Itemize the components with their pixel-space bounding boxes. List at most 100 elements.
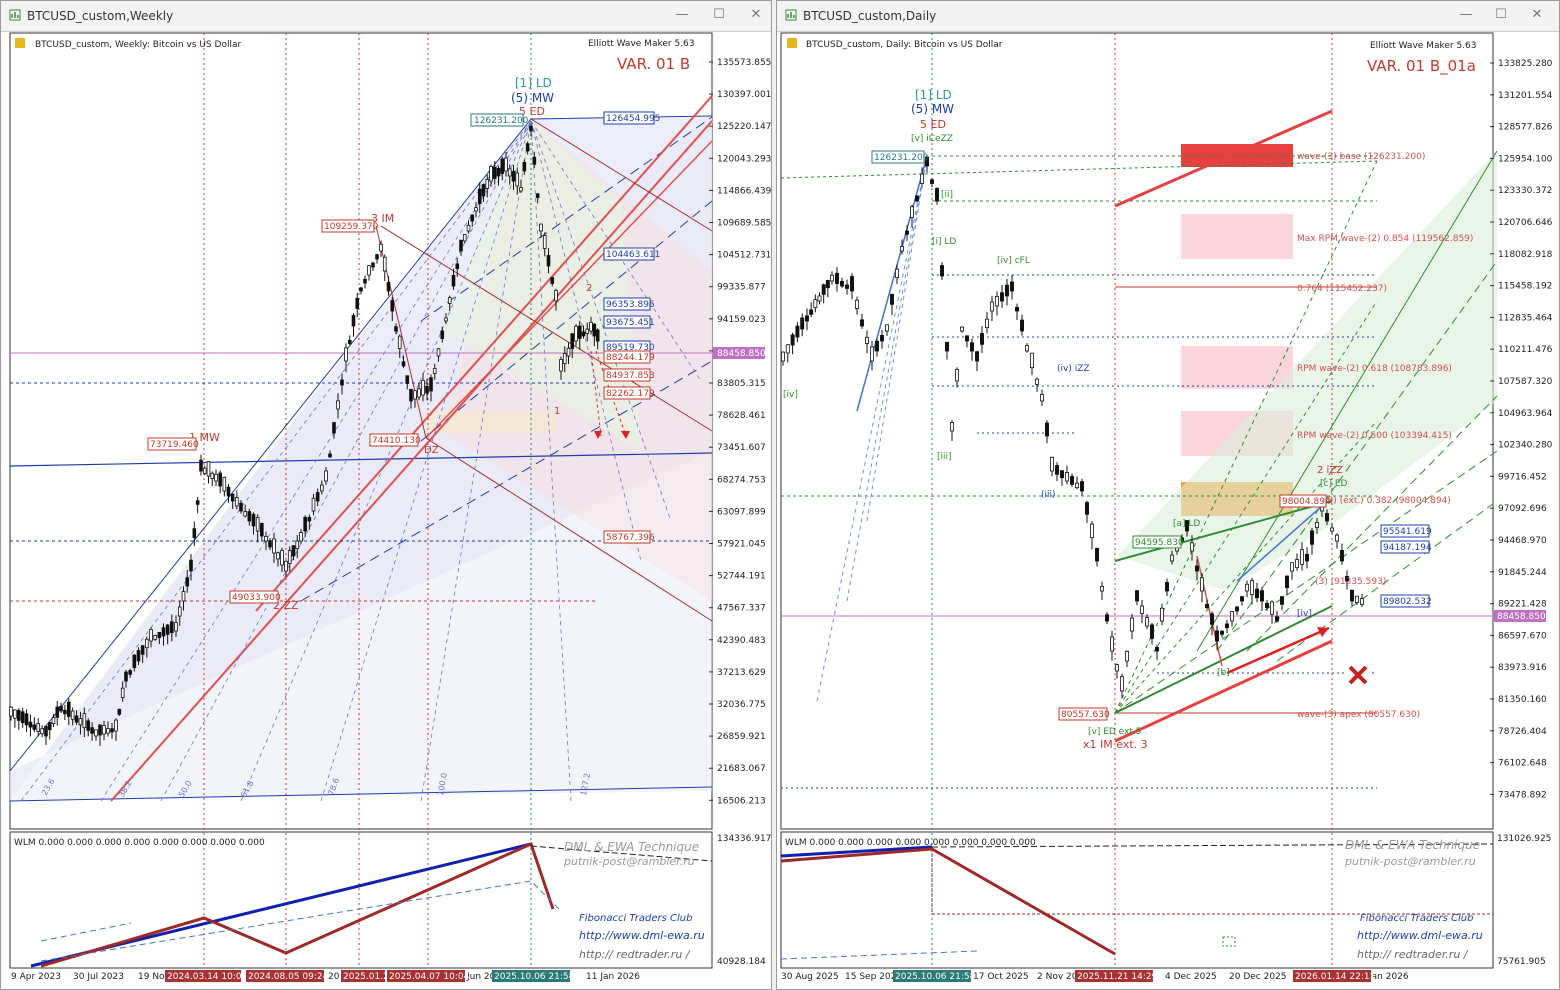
wave-label-3im: 3 IM <box>371 212 394 225</box>
title-bar[interactable]: BTCUSD_custom,Weekly — ☐ ✕ <box>1 1 771 32</box>
candle-body <box>324 470 328 482</box>
candle-body <box>840 280 844 287</box>
wave-label-5mw: (5) MW <box>511 91 554 105</box>
candle-body <box>800 317 805 330</box>
candle-body <box>489 165 493 182</box>
candle-body <box>1190 542 1194 552</box>
candle-body <box>1170 554 1174 562</box>
title-bar[interactable]: BTCUSD_custom,Daily — ☐ ✕ <box>777 1 1559 32</box>
candle-body <box>421 380 425 396</box>
candle-body <box>566 347 571 357</box>
price-tick: 78726.404 <box>1498 727 1547 737</box>
symbol-icon <box>787 38 797 48</box>
candle-body <box>413 390 417 400</box>
close-button[interactable]: ✕ <box>1531 7 1543 22</box>
candle-body <box>532 156 537 165</box>
candle-body <box>1195 565 1199 572</box>
indicator-label: WLM 0.000 0.000 0.000 0.000 0.000 0.000 … <box>785 838 1036 848</box>
candle-body <box>315 492 320 502</box>
candle-body <box>1245 583 1249 592</box>
svg-text:wave-(3) apex (80557.630): wave-(3) apex (80557.630) <box>1297 710 1420 720</box>
svg-text:0.764 (115452.237): 0.764 (115452.237) <box>1297 284 1387 294</box>
candle-body <box>474 207 478 212</box>
price-tick: 63097.899 <box>717 507 766 517</box>
candle-body <box>117 708 122 715</box>
candle-body <box>375 254 379 260</box>
candle-body <box>59 705 63 712</box>
variant-label: VAR. 01 B <box>617 55 690 73</box>
daily-chart-window[interactable]: BTCUSD_custom,Daily — ☐ ✕ <box>776 0 1560 990</box>
candle-body <box>1295 559 1299 569</box>
candle-body <box>865 336 869 344</box>
candle-body <box>235 497 239 507</box>
candle-body <box>13 709 17 719</box>
price-tick: 94159.023 <box>717 315 766 325</box>
maximize-button[interactable]: ☐ <box>1495 7 1507 22</box>
candle-body <box>950 422 954 432</box>
candle-body <box>264 535 268 542</box>
candle-body <box>255 516 260 532</box>
svg-text:[ii]: [ii] <box>941 190 953 200</box>
candle-body <box>425 385 429 394</box>
candle-body <box>367 265 371 276</box>
candle-body <box>481 184 486 197</box>
weekly-chart-window[interactable]: BTCUSD_custom,Weekly — ☐ ✕ <box>0 0 772 990</box>
price-tick: 109689.585 <box>717 219 771 229</box>
candle-body <box>1280 596 1284 605</box>
candle-body <box>161 627 166 637</box>
candle-body <box>66 701 71 717</box>
candle-body <box>268 540 272 548</box>
candle-body <box>386 282 391 292</box>
svg-text:2025.10.06 21:58: 2025.10.06 21:58 <box>494 972 575 982</box>
candle-body <box>287 550 292 564</box>
candle-body <box>444 317 448 322</box>
candle-body <box>351 315 356 327</box>
candle-body <box>110 728 114 733</box>
candle-body <box>299 532 303 542</box>
candle-body <box>363 278 367 284</box>
candle-body <box>809 309 814 315</box>
candle-body <box>284 560 288 572</box>
price-tick: 128577.826 <box>1498 123 1553 133</box>
candle-body <box>995 296 999 307</box>
level-lines <box>780 155 1493 789</box>
candle-body <box>1125 650 1129 662</box>
close-button[interactable]: ✕ <box>750 7 762 22</box>
time-markers <box>203 33 429 966</box>
svg-text:Fibonacci Traders Club: Fibonacci Traders Club <box>579 913 692 924</box>
minimize-button[interactable]: — <box>675 7 689 22</box>
candle-body <box>1070 476 1074 485</box>
candle-body <box>28 721 33 728</box>
candle-body <box>280 550 284 566</box>
candle-body <box>170 621 174 634</box>
candle-body <box>955 368 959 382</box>
indicator-lines <box>780 843 1494 960</box>
candle-body <box>459 239 463 252</box>
maximize-button[interactable]: ☐ <box>713 7 725 22</box>
price-tick: 135573.855 <box>717 58 771 68</box>
candle-body <box>1060 470 1064 479</box>
svg-text:126231.200: 126231.200 <box>874 153 929 163</box>
candle-body <box>90 727 94 734</box>
daily-chart-canvas[interactable]: BTCUSD_custom, Daily: Bitcoin vs US Doll… <box>777 1 1560 990</box>
candle-body <box>855 299 859 309</box>
weekly-chart-canvas[interactable]: BTCUSD_custom, Weekly: Bitcoin vs US Dol… <box>1 1 772 990</box>
ind-axis-top: 134336.917 <box>717 834 771 844</box>
price-tick: 83973.916 <box>1498 663 1547 673</box>
price-tick: 104512.731 <box>717 251 771 261</box>
candle-body <box>1230 611 1234 622</box>
price-tick: 107587.320 <box>1498 377 1553 387</box>
green-shade <box>441 119 641 451</box>
candle-body <box>781 351 785 362</box>
candle-body <box>910 206 914 219</box>
price-tick: 52744.191 <box>717 572 766 582</box>
candle-body <box>511 170 516 182</box>
candle-body <box>1275 616 1279 622</box>
minimize-button[interactable]: — <box>1459 7 1473 22</box>
candle-body <box>394 326 398 332</box>
candle-body <box>1205 604 1209 609</box>
candle-body <box>1335 534 1339 542</box>
svg-text:[v] ED ext.5: [v] ED ext.5 <box>1088 727 1142 737</box>
wave-label-1mw: 1 MW <box>189 431 220 444</box>
candle-body <box>529 125 533 132</box>
